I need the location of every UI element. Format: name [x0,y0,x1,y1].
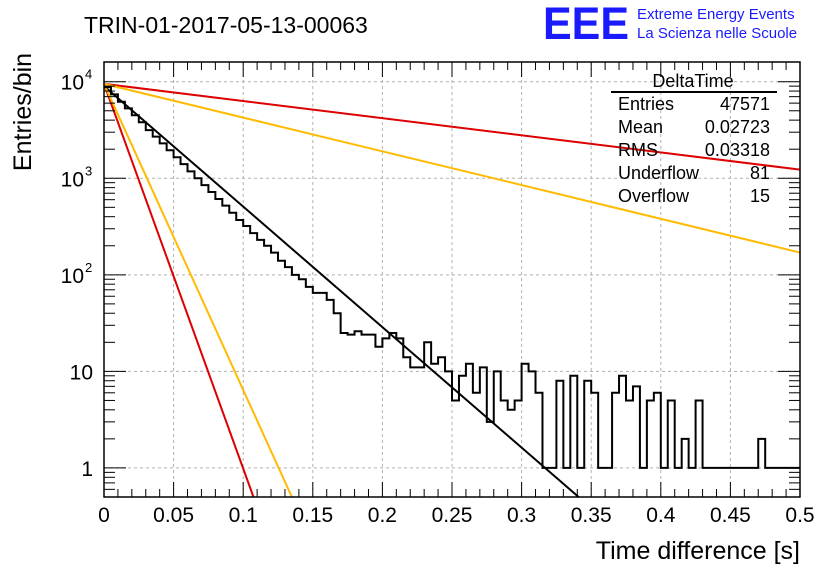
axis-ticks [103,62,801,498]
stats-value: 81 [750,163,770,183]
y-tick-base: 10 [61,265,84,288]
y-tick-base: 10 [61,72,84,95]
histogram [104,86,800,469]
stats-value: 0.02723 [705,117,770,137]
fit-curves [103,82,801,498]
fit-curve [103,85,580,498]
eee-logo-mark: EEE [543,0,629,49]
y-axis-label: Entries/bin [9,53,37,171]
x-tick-label: 0.4 [646,504,676,527]
y-tick-label: 10 3 [61,163,93,191]
x-tick-label: 0 [98,504,110,527]
stats-label: Mean [618,117,663,137]
eee-logo-line-2: La Scienza nelle Scuole [637,25,797,42]
stats-value: 15 [750,186,770,206]
eee-logo: EEE Extreme Energy Events La Scienza nel… [543,0,797,49]
chart-title: TRIN-01-2017-05-13-00063 [84,12,368,38]
y-tick-label: 10 [70,361,93,384]
y-tick-base: 10 [61,168,84,191]
fit-curve [103,83,255,498]
stats-box: DeltaTime Entries 47571 Mean 0.02723 RMS 0.03… [611,71,777,206]
x-tick-label: 0.2 [368,504,397,527]
fit-curve [103,82,801,171]
x-tick-label: 0.3 [507,504,536,527]
y-tick-label: 10 4 [61,67,93,95]
stats-label: Overflow [618,186,690,206]
fit-curve [103,83,293,498]
fit-curve [103,82,801,254]
x-tick-label: 0.25 [432,504,473,527]
x-tick-label: 0.35 [571,504,612,527]
stats-label: RMS [618,140,658,160]
y-tick-label: 10 2 [61,260,93,288]
y-tick-label: 1 [81,458,93,481]
stats-label: Entries [618,94,674,114]
x-tick-label: 0.05 [153,504,194,527]
y-tick-exponent: 2 [85,260,92,275]
x-tick-label: 0.15 [292,504,333,527]
stats-label: Underflow [618,163,700,183]
stats-value: 47571 [720,94,770,114]
x-tick-labels: 0 0.05 0.1 0.15 0.2 0.25 0.3 0.35 0.4 0.45 0.5 [98,504,814,527]
stats-title: DeltaTime [652,71,733,91]
stats-value: 0.03318 [705,140,770,160]
y-tick-exponent: 4 [85,67,92,82]
x-tick-label: 0.5 [785,504,814,527]
x-axis-label: Time difference [s] [596,537,800,565]
eee-logo-line-1: Extreme Energy Events [637,6,795,23]
x-tick-label: 0.45 [710,504,751,527]
y-tick-exponent: 3 [85,163,92,178]
x-tick-label: 0.1 [229,504,258,527]
y-tick-base: 10 [70,361,93,384]
y-tick-base: 1 [81,458,93,481]
